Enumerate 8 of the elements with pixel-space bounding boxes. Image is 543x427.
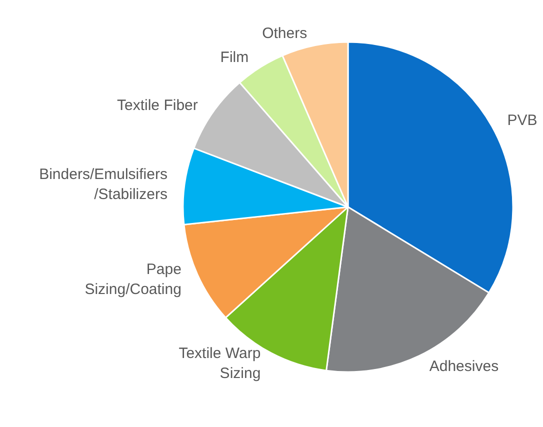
slice-label: Binders/Emulsifiers /Stabilizers: [39, 166, 168, 203]
slice-label: PVB: [507, 112, 538, 129]
slice-label: Textile Fiber: [117, 97, 198, 114]
slice-label: Others: [262, 25, 308, 42]
slice-label: Film: [220, 48, 249, 66]
slice-label: Textile Warp Sizing: [178, 345, 261, 382]
slice-label: Pape Sizing/Coating: [84, 260, 182, 298]
slice-label: Adhesives: [429, 358, 499, 376]
